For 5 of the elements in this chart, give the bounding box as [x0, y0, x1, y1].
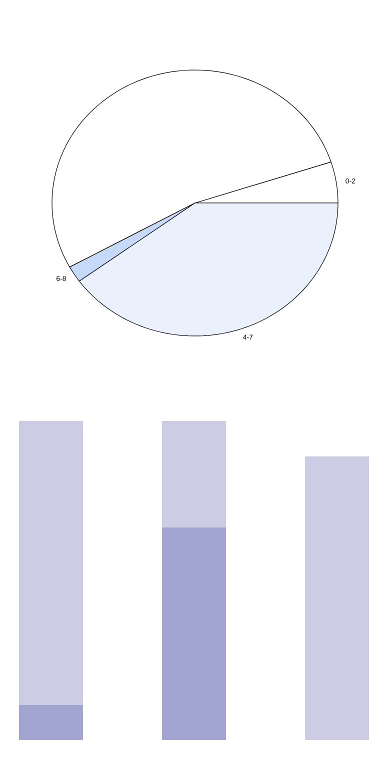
- bar: [162, 528, 226, 740]
- bar: [18, 421, 83, 705]
- bar: [162, 421, 226, 528]
- bar: [18, 704, 83, 740]
- bar: [304, 456, 369, 740]
